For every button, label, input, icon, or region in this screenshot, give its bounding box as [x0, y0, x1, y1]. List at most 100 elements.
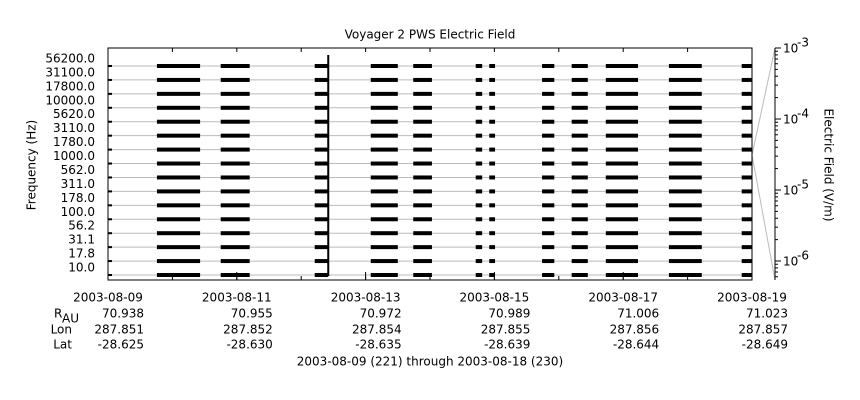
y2-tick-exponent: -3	[797, 36, 809, 50]
ephemeris-value: 70.938	[102, 307, 144, 321]
data-trace	[741, 64, 752, 68]
data-trace	[605, 175, 639, 180]
data-trace	[542, 133, 555, 138]
data-trace	[156, 203, 201, 208]
data-trace	[220, 189, 250, 194]
data-trace	[475, 245, 483, 250]
data-trace	[571, 105, 588, 110]
data-trace	[571, 175, 588, 180]
data-trace	[314, 245, 329, 250]
ephemeris-value: -28.630	[226, 338, 272, 352]
data-trace	[370, 161, 398, 166]
data-trace	[413, 217, 432, 222]
data-trace	[314, 231, 329, 236]
ephemeris-value: 287.851	[94, 323, 144, 337]
data-trace	[571, 203, 588, 208]
data-trace	[489, 273, 496, 277]
data-trace	[741, 203, 752, 208]
data-trace	[314, 105, 329, 110]
data-trace	[542, 259, 555, 264]
data-trace	[605, 161, 639, 166]
data-trace	[605, 203, 639, 208]
y2-tick-exponent: -6	[797, 248, 809, 262]
data-trace	[220, 119, 250, 124]
data-trace	[370, 175, 398, 180]
data-trace	[571, 161, 588, 166]
data-trace	[475, 203, 483, 208]
data-trace	[220, 161, 250, 166]
ephemeris-value: 71.023	[746, 307, 788, 321]
data-trace	[542, 189, 555, 194]
ephemeris-sub: AU	[62, 312, 79, 326]
data-trace	[220, 147, 250, 152]
data-trace	[741, 161, 752, 166]
data-trace	[370, 273, 398, 277]
data-trace	[413, 259, 432, 264]
data-trace	[668, 273, 702, 277]
data-trace	[370, 105, 398, 110]
data-trace	[571, 119, 588, 124]
x-tick-label: 2003-08-15	[460, 291, 530, 305]
data-trace	[314, 91, 329, 96]
data-trace	[489, 91, 496, 96]
data-trace	[475, 133, 483, 138]
data-trace	[220, 105, 250, 110]
data-trace	[605, 217, 639, 222]
ephemeris-value: 287.855	[481, 323, 531, 337]
data-trace	[668, 231, 702, 236]
y-tick-label: 17800.0	[45, 79, 95, 93]
data-trace	[156, 175, 201, 180]
data-trace	[668, 189, 702, 194]
connector	[751, 154, 776, 281]
data-trace	[314, 203, 329, 208]
data-trace	[668, 105, 702, 110]
ephemeris-value: 287.856	[610, 323, 660, 337]
data-trace	[220, 231, 250, 236]
data-trace	[156, 217, 201, 222]
data-trace	[156, 91, 201, 96]
data-trace	[475, 91, 483, 96]
data-trace	[156, 259, 201, 264]
y-tick-label: 311.0	[61, 177, 95, 191]
data-trace	[571, 259, 588, 264]
data-trace	[156, 273, 201, 277]
data-trace	[741, 259, 752, 264]
data-trace	[489, 189, 496, 194]
data-trace	[571, 64, 588, 68]
connector	[751, 47, 776, 156]
data-trace	[475, 189, 483, 194]
chart-title: Voyager 2 PWS Electric Field	[345, 28, 516, 42]
data-trace	[741, 217, 752, 222]
data-trace	[475, 161, 483, 166]
data-trace	[605, 147, 639, 152]
data-trace	[542, 175, 555, 180]
data-trace	[542, 161, 555, 166]
data-trace	[370, 203, 398, 208]
data-trace	[542, 147, 555, 152]
data-trace	[741, 91, 752, 96]
data-trace	[668, 217, 702, 222]
data-trace	[156, 64, 201, 68]
data-trace	[741, 105, 752, 110]
y2-tick-label: 10	[783, 112, 798, 126]
data-trace	[741, 77, 752, 82]
data-trace	[370, 217, 398, 222]
data-trace	[413, 273, 432, 277]
data-trace	[605, 91, 639, 96]
x-tick-label: 2003-08-11	[202, 291, 272, 305]
data-trace	[475, 273, 483, 277]
y-tick-label: 56200.0	[45, 52, 95, 66]
data-trace	[370, 77, 398, 82]
data-trace	[605, 231, 639, 236]
y2-tick-exponent: -4	[797, 106, 809, 120]
y-tick-label: 56.2	[68, 219, 95, 233]
data-trace	[220, 259, 250, 264]
data-trace	[489, 77, 496, 82]
data-trace	[314, 189, 329, 194]
data-trace	[475, 147, 483, 152]
data-trace	[489, 175, 496, 180]
data-trace	[370, 64, 398, 68]
data-trace	[475, 231, 483, 236]
data-trace	[413, 64, 432, 68]
data-trace	[156, 147, 201, 152]
